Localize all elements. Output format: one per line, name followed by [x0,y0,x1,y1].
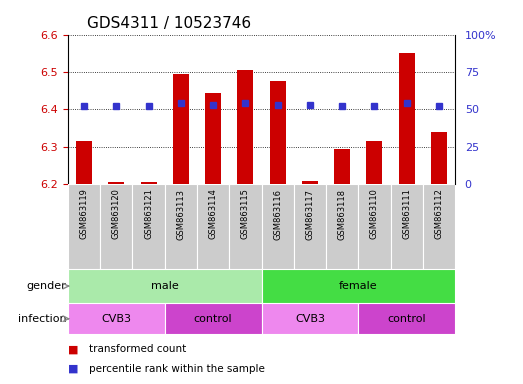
Bar [358,303,455,334]
Text: GSM863111: GSM863111 [402,189,411,239]
Bar [302,180,318,184]
Bar [108,182,124,184]
Text: GSM863113: GSM863113 [176,189,185,240]
Text: gender: gender [27,281,66,291]
Bar [173,74,189,184]
Text: CVB3: CVB3 [101,314,131,324]
Bar [334,149,350,184]
Bar [132,184,165,269]
Text: GSM863120: GSM863120 [112,189,121,239]
Text: GSM863110: GSM863110 [370,189,379,239]
Bar [423,184,455,269]
Bar [326,184,358,269]
Text: male: male [151,281,179,291]
Text: GSM863119: GSM863119 [79,189,88,239]
Text: ■: ■ [68,344,78,354]
Text: CVB3: CVB3 [295,314,325,324]
Text: GSM863117: GSM863117 [305,189,314,240]
Bar [262,303,358,334]
Bar [366,141,382,184]
Text: control: control [388,314,426,324]
Bar [76,141,92,184]
Text: female: female [339,281,378,291]
Bar [229,184,262,269]
Bar [262,269,455,303]
Text: GSM863118: GSM863118 [338,189,347,240]
Bar [68,184,100,269]
Bar [262,184,294,269]
Text: infection: infection [18,314,66,324]
Bar [399,53,415,184]
Text: GSM863112: GSM863112 [435,189,444,239]
Bar [68,269,262,303]
Text: transformed count: transformed count [89,344,186,354]
Bar [141,182,157,184]
Text: GSM863116: GSM863116 [273,189,282,240]
Bar [197,184,229,269]
Bar [68,303,165,334]
Bar [237,70,254,184]
Bar [431,132,447,184]
Text: ■: ■ [68,364,78,374]
Text: GSM863114: GSM863114 [209,189,218,239]
Text: percentile rank within the sample: percentile rank within the sample [89,364,265,374]
Text: control: control [194,314,232,324]
Text: GDS4311 / 10523746: GDS4311 / 10523746 [87,16,252,31]
Text: GSM863121: GSM863121 [144,189,153,239]
Bar [358,184,391,269]
Bar [205,93,221,184]
Bar [391,184,423,269]
Bar [165,184,197,269]
Bar [165,303,262,334]
Bar [294,184,326,269]
Text: GSM863115: GSM863115 [241,189,250,239]
Bar [100,184,132,269]
Bar [269,81,286,184]
